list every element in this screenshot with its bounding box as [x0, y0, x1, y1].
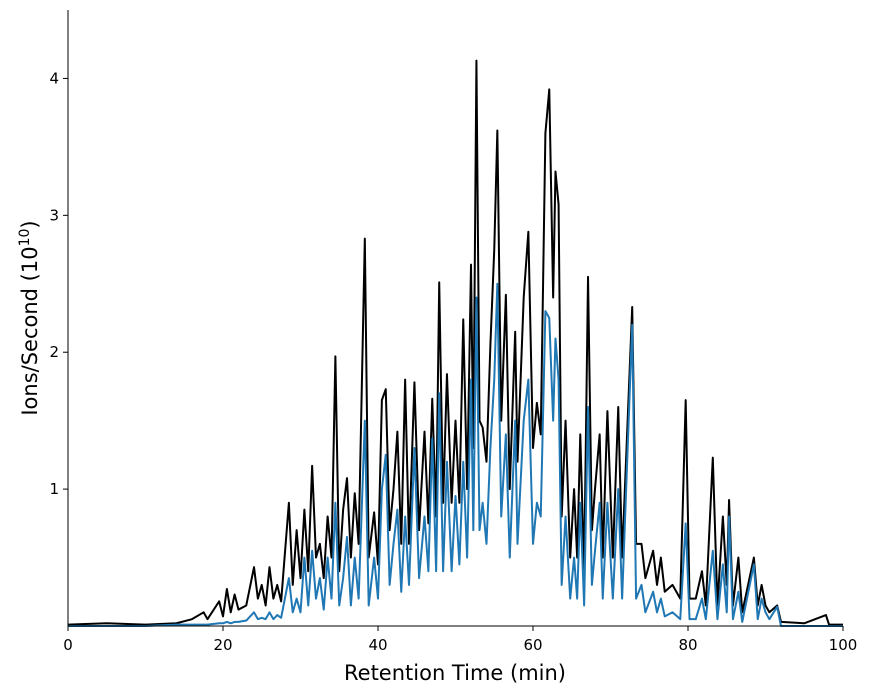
y-label-text: Ions/Second (10	[18, 246, 42, 415]
y-tick-label: 2	[49, 343, 59, 361]
y-axis-label: Ions/Second (1010)	[17, 220, 42, 415]
plot-area	[67, 59, 843, 627]
y-label-end: )	[18, 220, 42, 228]
y-label-exponent: 10	[17, 229, 33, 247]
x-tick-label: 100	[829, 636, 858, 654]
x-tick-label: 60	[523, 636, 542, 654]
y-tick-label: 1	[49, 480, 59, 498]
y-tick-label: 3	[49, 206, 59, 224]
series-line	[68, 282, 843, 627]
x-tick-label: 0	[63, 636, 73, 654]
series-line	[67, 59, 843, 626]
x-tick-label: 40	[368, 636, 387, 654]
x-axis-label: Retention Time (min)	[344, 661, 566, 685]
x-tick-label: 80	[678, 636, 697, 654]
y-tick-label: 4	[49, 69, 59, 87]
x-tick-label: 20	[213, 636, 232, 654]
